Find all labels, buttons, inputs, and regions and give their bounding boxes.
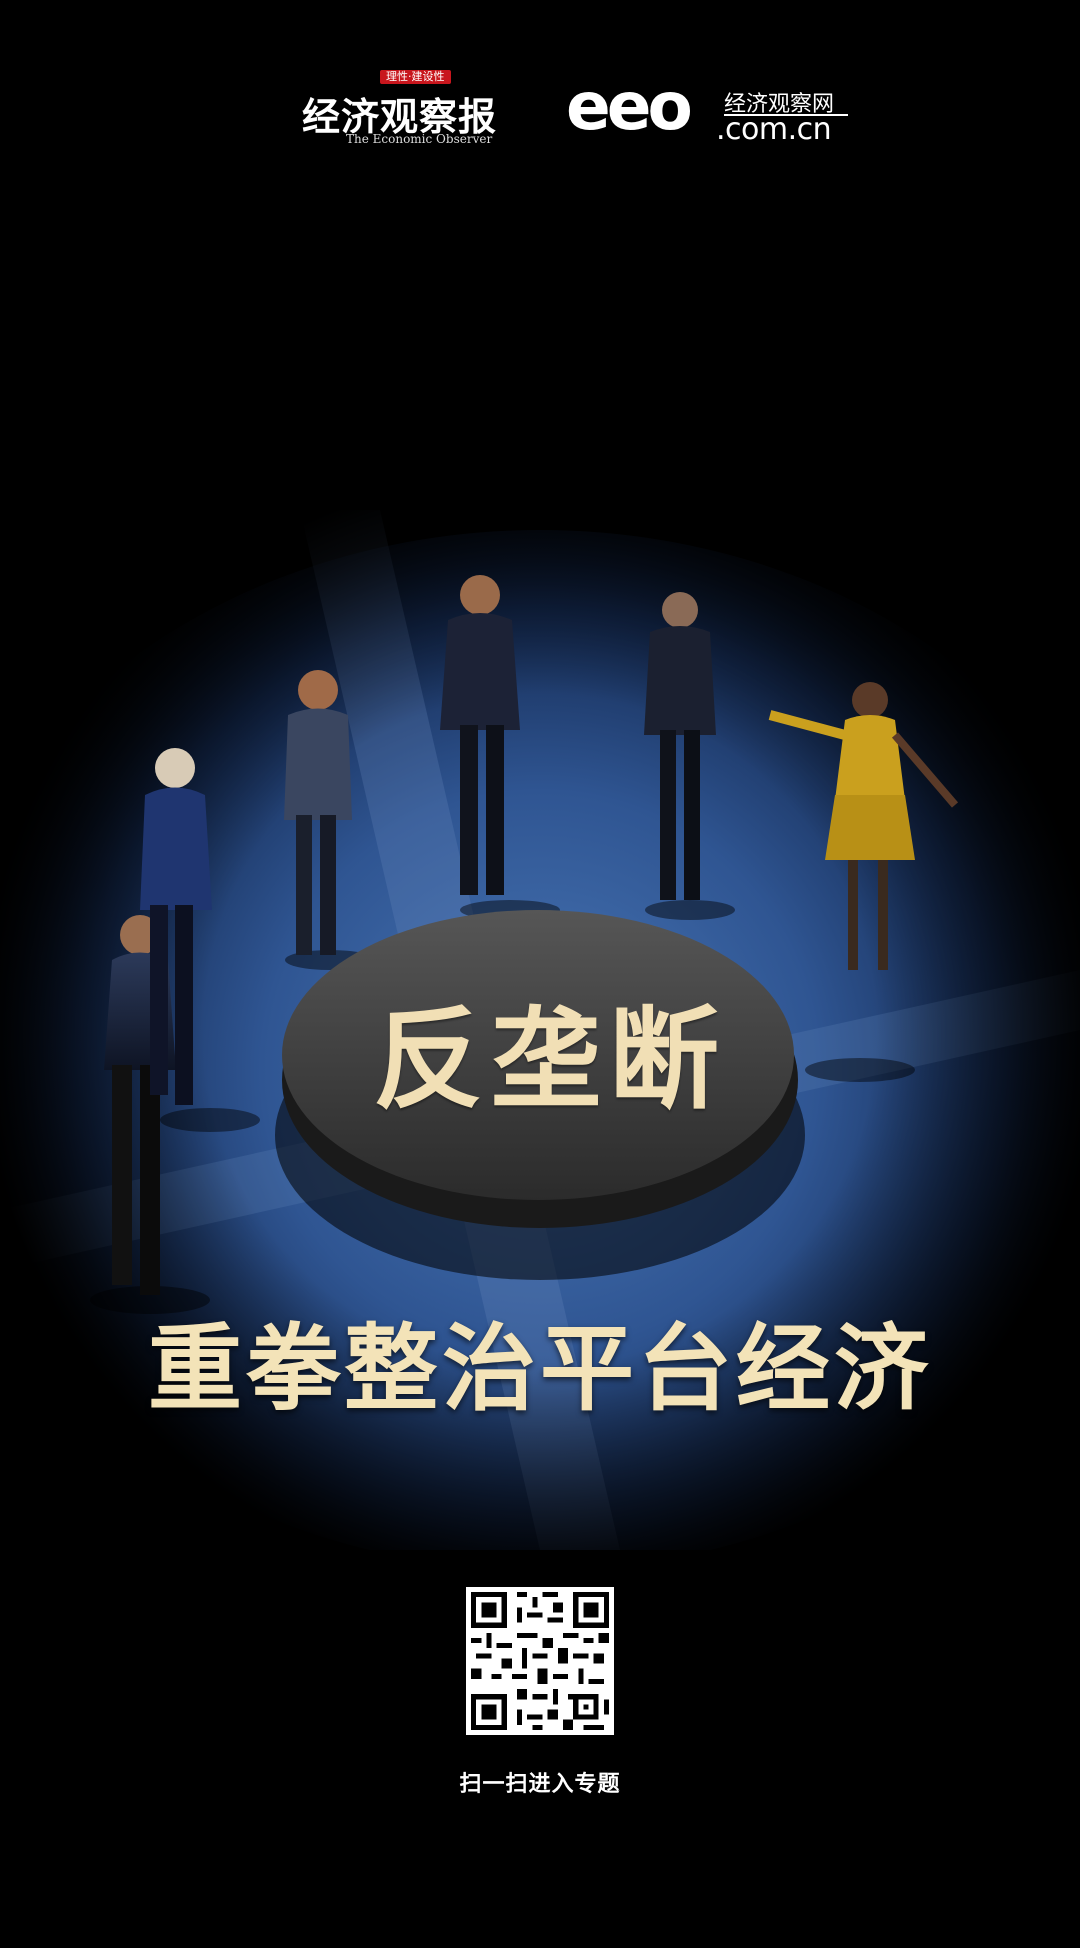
eeo-logo: eeo 经济观察网 .com.cn [566,74,848,147]
eeo-mark: eeo [566,68,693,145]
figure-center-right [644,592,716,900]
eeo-domain: .com.cn [716,112,832,147]
logo-name-cn: 经济观察报 [302,94,498,139]
figure-right-woman [768,682,959,970]
economic-observer-logo: 理性·建设性 经济观察报 The Economic Observer [302,70,510,150]
qr-code[interactable] [466,1587,614,1735]
logo-badge: 理性·建设性 [380,70,451,84]
header: 理性·建设性 经济观察报 The Economic Observer eeo 经… [0,70,1080,150]
logo-name-en: The Economic Observer [346,132,493,146]
eeo-divider [724,114,848,116]
figure-left-back [140,748,212,1105]
disc-top [282,910,794,1200]
figure-center [440,575,520,895]
hero-illustration [0,510,1080,1550]
eeo-name-cn: 经济观察网 [724,92,835,117]
headline: 重拳整治平台经济 [147,1315,932,1424]
disc-label: 反垄断 [373,996,727,1124]
figure-middle-left [284,670,352,955]
qr-caption: 扫一扫进入专题 [459,1772,621,1797]
